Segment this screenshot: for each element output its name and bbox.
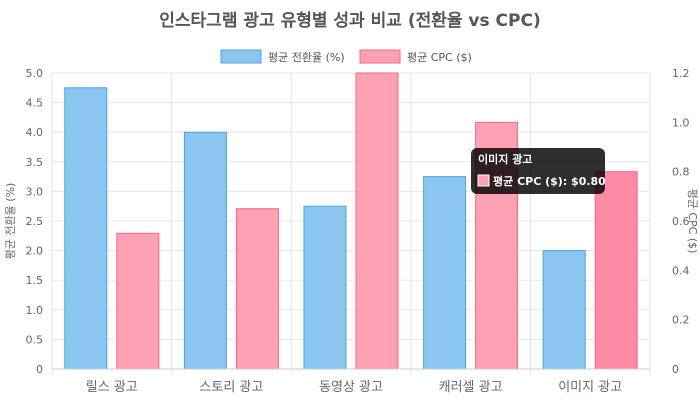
bar-cpc[interactable] [594, 171, 638, 370]
y-right-axis-label: 평균 CPC ($) [686, 189, 699, 254]
x-tick-label: 이미지 광고 [558, 380, 622, 395]
y-left-tick-label: 0.5 [26, 333, 44, 346]
y-right-tick-label: 0.6 [672, 215, 690, 228]
y-left-tick-label: 2.0 [26, 245, 44, 258]
bar-conversion-rate[interactable] [542, 250, 586, 370]
y-right-tick-label: 0.8 [672, 166, 690, 179]
bar-conversion-rate[interactable] [303, 205, 347, 370]
y-left-tick-label: 0 [36, 363, 43, 376]
bar-conversion-rate[interactable] [183, 131, 227, 370]
bar-cpc[interactable] [235, 208, 279, 370]
y-left-tick-label: 3.0 [26, 185, 44, 198]
legend-swatch[interactable] [220, 49, 262, 64]
y-left-tick-label: 4.0 [26, 126, 44, 139]
y-left-axis-label: 평균 전환율 (%) [4, 183, 17, 260]
tooltip-title: 이미지 광고 [478, 152, 532, 166]
x-tick-label: 캐러셀 광고 [439, 380, 503, 395]
x-tick-label: 동영상 광고 [319, 380, 383, 395]
axes: 0 0.5 1.0 1.5 2.0 2.5 3.0 3.5 4.0 4.5 5.0 0 0.2 0.4 0.… [4, 67, 699, 395]
x-tick-label: 스토리 광고 [199, 380, 263, 395]
y-left-tick-label: 1.5 [26, 274, 44, 287]
y-left-tick-label: 3.5 [26, 156, 44, 169]
tooltip-swatch [477, 174, 490, 187]
chart-title: 인스타그램 광고 유형별 성과 비교 (전환율 vs CPC) [159, 10, 540, 31]
bar-conversion-rate[interactable] [64, 87, 108, 370]
y-right-tick-label: 0.2 [672, 314, 690, 327]
legend-label[interactable]: 평균 전환율 (%) [268, 51, 345, 64]
y-right-tick-label: 1.2 [672, 67, 690, 80]
y-left-tick-label: 1.0 [26, 304, 44, 317]
y-left-tick-label: 4.5 [26, 97, 44, 110]
tooltip-body: 평균 CPC ($): $0.80 [493, 174, 606, 188]
y-right-tick-label: 0.4 [672, 264, 690, 277]
bar-conversion-rate[interactable] [423, 176, 467, 370]
tooltip-box [471, 148, 605, 194]
x-tick-label: 릴스 광고 [86, 380, 138, 395]
legend-swatch[interactable] [359, 49, 401, 64]
bar-cpc[interactable] [116, 232, 160, 370]
y-right-tick-label: 1.0 [672, 116, 690, 129]
y-right-tick-label: 0 [672, 363, 679, 376]
legend: 평균 전환율 (%) 평균 CPC ($) [220, 49, 472, 64]
bars [64, 72, 638, 370]
y-left-tick-label: 5.0 [26, 67, 44, 80]
legend-label[interactable]: 평균 CPC ($) [407, 51, 472, 64]
bar-cpc[interactable] [355, 72, 399, 370]
y-left-tick-label: 2.5 [26, 215, 44, 228]
